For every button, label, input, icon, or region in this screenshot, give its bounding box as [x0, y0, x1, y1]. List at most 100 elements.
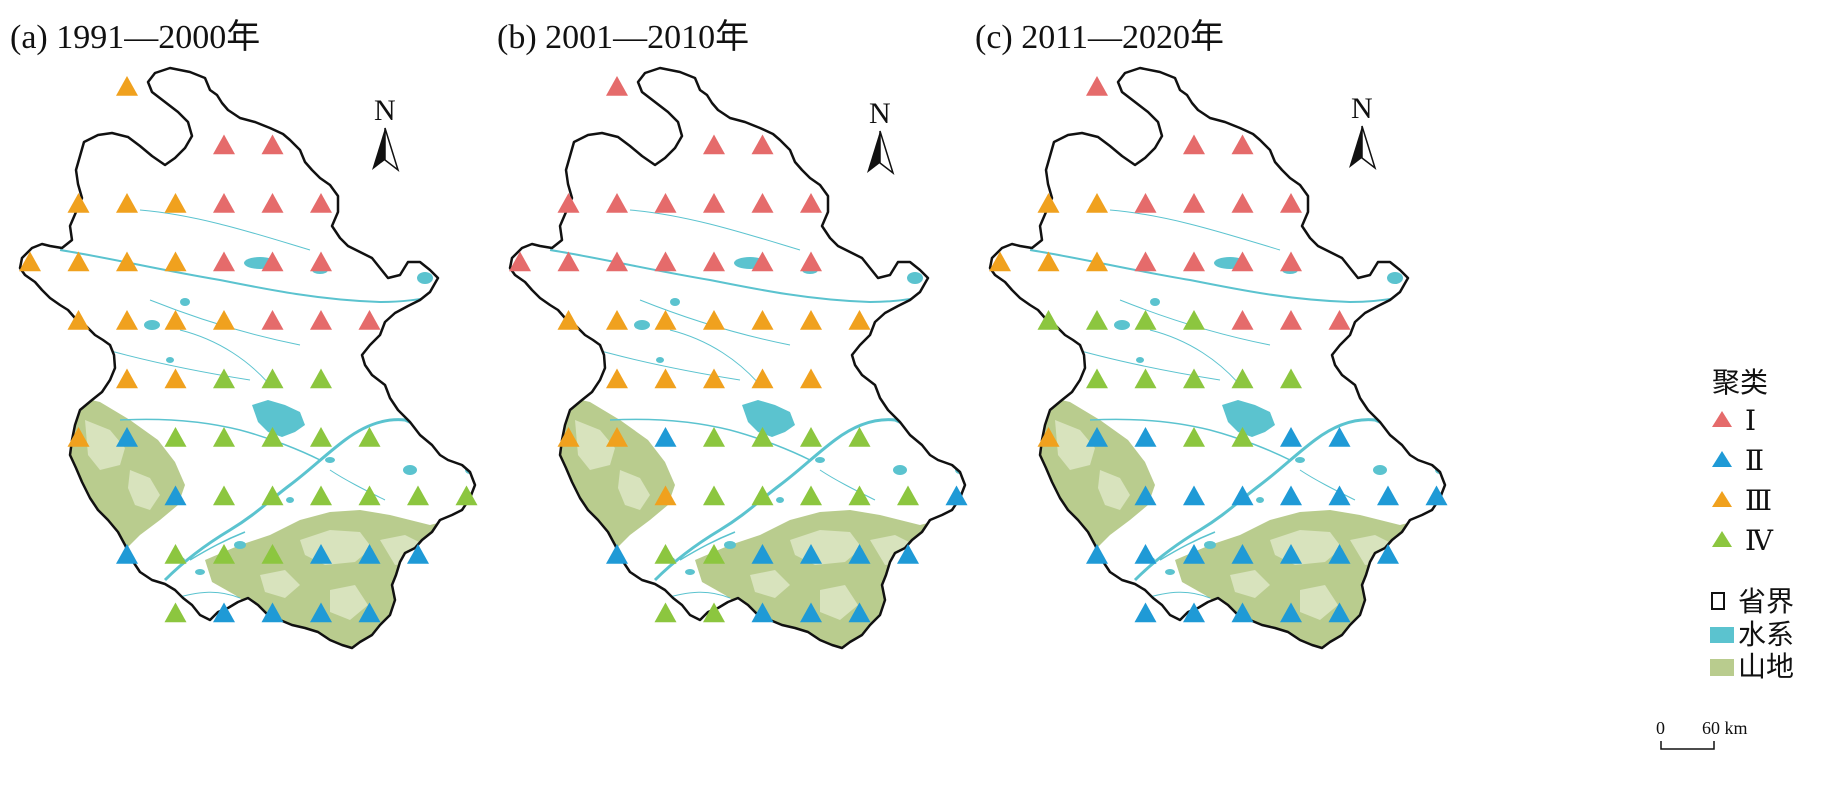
cluster-ii-marker [116, 427, 138, 447]
cluster-iii-marker [800, 310, 822, 330]
cluster-ii-marker [1328, 485, 1351, 506]
panel-b-markers [509, 76, 968, 623]
cluster-iii-marker [67, 193, 90, 213]
panel-a-markers [19, 76, 478, 623]
panel-a-basemap [0, 0, 500, 680]
panel-b-basemap [490, 0, 990, 680]
cluster-ii-marker [407, 544, 429, 564]
cluster-ii-marker [1231, 544, 1254, 564]
cluster-ii-marker [945, 485, 968, 506]
cluster-i-marker [751, 134, 774, 155]
cluster-i-marker [703, 251, 725, 272]
cluster-iv-marker [1280, 368, 1302, 389]
cluster-ii-marker [1280, 544, 1302, 564]
cluster-i-marker [703, 193, 725, 213]
cluster-iii-marker [116, 251, 138, 272]
north-arrow-icon [867, 131, 880, 173]
cluster-iii-marker [606, 427, 628, 447]
cluster-iii-marker [703, 368, 725, 389]
cluster-iii-marker [213, 310, 235, 330]
scale-bar-line [1660, 741, 1715, 750]
cluster-ii-marker [1134, 485, 1157, 506]
cluster-iii-marker [751, 368, 774, 389]
cluster-iv-marker [213, 368, 235, 389]
cluster-iv-marker [1086, 368, 1108, 389]
cluster-iv-marker [358, 485, 381, 506]
cluster-i-marker [1231, 251, 1254, 272]
cluster-i-marker [358, 310, 381, 330]
cluster-ii-marker [1425, 485, 1448, 506]
cluster-iv-marker [358, 427, 381, 447]
cluster-iv-marker [751, 427, 774, 447]
cluster-ii-marker [654, 427, 677, 447]
cluster-ii-marker [310, 602, 332, 623]
cluster-iv-marker [310, 368, 332, 389]
cluster-iii-marker [19, 251, 41, 272]
panel-b-title: (b) 2001—2010年 [497, 18, 749, 56]
cluster-ii-marker [751, 544, 774, 564]
cluster-i-marker [213, 193, 235, 213]
panel-c-title: (c) 2011—2020年 [975, 18, 1224, 56]
cluster-ii-marker [213, 602, 235, 623]
panel-c-markers [989, 76, 1448, 623]
cluster-iv-marker [703, 544, 725, 564]
legend-cluster-i-icon [1712, 411, 1732, 427]
cluster-i-marker [800, 251, 822, 272]
cluster-ii-marker [848, 602, 871, 623]
cluster-i-marker [751, 251, 774, 272]
panel-c-basemap [970, 0, 1470, 680]
cluster-ii-marker [358, 544, 381, 564]
cluster-ii-marker [800, 544, 822, 564]
legend-boundary-label: 省界 [1738, 586, 1794, 618]
cluster-ii-marker [358, 602, 381, 623]
cluster-iii-marker [116, 76, 138, 96]
cluster-i-marker [261, 251, 284, 272]
scale-start-label: 0 [1656, 718, 1665, 738]
cluster-iii-marker [1086, 193, 1108, 213]
cluster-ii-marker [1328, 544, 1351, 564]
cluster-i-marker [261, 134, 284, 155]
cluster-iv-marker [310, 427, 332, 447]
svg-text:N: N [374, 94, 396, 127]
cluster-ii-marker [848, 544, 871, 564]
cluster-iv-marker [1231, 368, 1254, 389]
cluster-iii-marker [654, 368, 677, 389]
cluster-iii-marker [751, 310, 774, 330]
cluster-iii-marker [1086, 251, 1108, 272]
cluster-iv-marker [1183, 368, 1205, 389]
cluster-ii-marker [1183, 544, 1205, 564]
cluster-ii-marker [1280, 602, 1302, 623]
cluster-i-marker [703, 134, 725, 155]
cluster-ii-marker [1231, 602, 1254, 623]
cluster-i-marker [1231, 193, 1254, 213]
cluster-iv-marker [261, 427, 284, 447]
cluster-i-marker [1280, 193, 1302, 213]
cluster-iv-marker [1134, 368, 1157, 389]
cluster-i-marker [606, 251, 628, 272]
legend-clusters: Ⅰ Ⅱ Ⅲ Ⅳ [1712, 406, 1774, 557]
cluster-iv-marker [1037, 310, 1060, 330]
cluster-iii-marker [1037, 251, 1060, 272]
panel-a-title: (a) 1991—2000年 [10, 18, 260, 56]
cluster-i-marker [1231, 134, 1254, 155]
cluster-iv-marker [261, 368, 284, 389]
cluster-iv-marker [703, 485, 725, 506]
north-arrow-a: N [372, 94, 400, 173]
panel-a: (a) 1991—2000年 N [0, 0, 500, 680]
cluster-i-marker [606, 76, 628, 96]
legend-cluster-iii-icon [1712, 491, 1732, 507]
cluster-iv-marker [164, 602, 187, 623]
legend: 聚类 Ⅰ Ⅱ Ⅲ Ⅳ 省界 水系 山地 [1710, 367, 1794, 683]
cluster-i-marker [557, 251, 580, 272]
cluster-i-marker [1183, 193, 1205, 213]
mountain-swatch [1710, 659, 1734, 676]
cluster-iv-marker [751, 485, 774, 506]
cluster-ii-marker [310, 544, 332, 564]
north-arrow-icon [1349, 126, 1362, 168]
cluster-i-marker [1328, 310, 1351, 330]
panel-b: (b) 2001—2010年 N [490, 0, 990, 680]
legend-cluster-iv-label: Ⅳ [1745, 526, 1774, 557]
cluster-i-marker [261, 193, 284, 213]
cluster-iii-marker [606, 368, 628, 389]
